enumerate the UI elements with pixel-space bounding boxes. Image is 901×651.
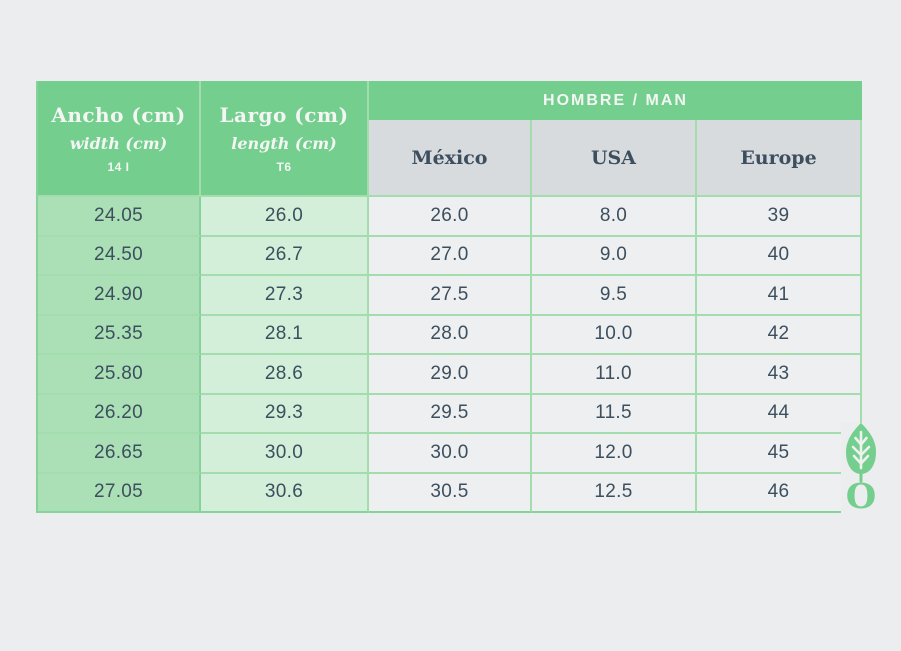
- cell-usa-r3: 9.5: [532, 276, 697, 316]
- cell-ancho-r8: 27.05: [38, 473, 201, 513]
- cell-largo-r3: 27.3: [201, 276, 369, 316]
- cell-ancho-r5: 25.80: [38, 355, 201, 395]
- cell-largo-r1: 26.0: [201, 197, 369, 237]
- header-usa: USA: [532, 120, 697, 197]
- cell-ancho-r4: 25.35: [38, 315, 201, 355]
- header-mexico: México: [369, 120, 532, 197]
- cell-europe-r7: 45: [697, 434, 862, 474]
- header-ancho: Ancho (cm) width (cm) 14 I: [38, 81, 201, 197]
- cell-ancho-r1: 24.05: [38, 197, 201, 237]
- cell-ancho-r7: 26.65: [38, 434, 201, 474]
- cell-largo-r2: 26.7: [201, 236, 369, 276]
- cell-europe-r1: 39: [697, 197, 862, 237]
- cell-usa-r8: 12.5: [532, 473, 697, 513]
- cell-ancho-r2: 24.50: [38, 236, 201, 276]
- cell-europe-r3: 41: [697, 276, 862, 316]
- cell-europe-r6: 44: [697, 394, 862, 434]
- header-largo-code: T6: [276, 159, 292, 174]
- cell-mexico-r1: 26.0: [369, 197, 532, 237]
- brand-logo: O: [841, 423, 881, 519]
- cell-europe-r5: 43: [697, 355, 862, 395]
- cell-usa-r5: 11.0: [532, 355, 697, 395]
- header-largo-title: Largo (cm): [219, 102, 349, 127]
- header-largo-subtitle: length (cm): [231, 133, 337, 153]
- logo-letter-o: O: [845, 476, 877, 517]
- cell-mexico-r7: 30.0: [369, 434, 532, 474]
- header-largo: Largo (cm) length (cm) T6: [201, 81, 369, 197]
- cell-mexico-r5: 29.0: [369, 355, 532, 395]
- header-europe: Europe: [697, 120, 862, 197]
- cell-largo-r7: 30.0: [201, 434, 369, 474]
- cell-europe-r8: 46: [697, 473, 862, 513]
- cell-mexico-r6: 29.5: [369, 394, 532, 434]
- leaf-icon: [843, 423, 879, 483]
- cell-mexico-r8: 30.5: [369, 473, 532, 513]
- cell-mexico-r3: 27.5: [369, 276, 532, 316]
- cell-usa-r2: 9.0: [532, 236, 697, 276]
- cell-largo-r4: 28.1: [201, 315, 369, 355]
- cell-ancho-r6: 26.20: [38, 394, 201, 434]
- header-group-hombre-man: HOMBRE / MAN: [369, 81, 862, 120]
- cell-usa-r1: 8.0: [532, 197, 697, 237]
- cell-usa-r6: 11.5: [532, 394, 697, 434]
- header-ancho-title: Ancho (cm): [51, 102, 186, 127]
- cell-mexico-r4: 28.0: [369, 315, 532, 355]
- cell-mexico-r2: 27.0: [369, 236, 532, 276]
- header-ancho-code: 14 I: [107, 159, 130, 174]
- size-chart-table: Ancho (cm) width (cm) 14 I Largo (cm) le…: [36, 81, 862, 513]
- header-ancho-subtitle: width (cm): [69, 133, 168, 153]
- cell-largo-r5: 28.6: [201, 355, 369, 395]
- cell-largo-r6: 29.3: [201, 394, 369, 434]
- cell-usa-r4: 10.0: [532, 315, 697, 355]
- cell-europe-r4: 42: [697, 315, 862, 355]
- cell-ancho-r3: 24.90: [38, 276, 201, 316]
- cell-largo-r8: 30.6: [201, 473, 369, 513]
- cell-usa-r7: 12.0: [532, 434, 697, 474]
- cell-europe-r2: 40: [697, 236, 862, 276]
